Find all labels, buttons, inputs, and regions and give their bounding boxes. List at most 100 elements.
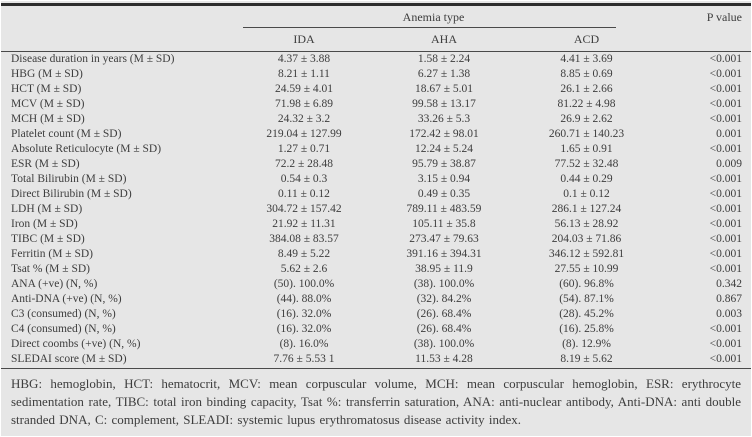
table-row: C3 (consumed) (N, %) (16). 32.0% (26). 68.… — [1, 307, 751, 322]
acd-value: 56.13 ± 28.92 — [554, 218, 619, 230]
aha-value: 11.53 ± 4.28 — [415, 353, 473, 365]
p-value: <0.001 — [709, 68, 742, 80]
aha-value: 33.26 ± 5.3 — [417, 113, 471, 125]
table-row: HCT (M ± SD) 24.59 ± 4.01 18.67 ± 5.01 26.1… — [1, 82, 751, 97]
acd-value: (54). 87.1% — [559, 293, 614, 305]
ida-value: 219.04 ± 127.99 — [266, 128, 342, 140]
aha-value: 172.42 ± 98.01 — [409, 128, 479, 140]
ida-value: 384.08 ± 83.57 — [269, 233, 339, 245]
row-label: HBG (M ± SD) — [11, 68, 83, 80]
acd-value: 27.55 ± 10.99 — [554, 263, 619, 275]
table-row: Absolute Reticulocyte (M ± SD) 1.27 ± 0.7… — [1, 142, 751, 157]
table-row: Tsat % (M ± SD) 5.62 ± 2.6 38.95 ± 11.9 27.… — [1, 262, 751, 277]
acd-value: (8). 12.9% — [562, 338, 611, 350]
row-label: Direct Bilirubin (M ± SD) — [11, 188, 132, 200]
aha-value: 38.95 ± 11.9 — [415, 263, 473, 275]
aha-value: (38). 100.0% — [413, 338, 475, 350]
subgroup-header-row: IDA AHA ACD — [1, 28, 751, 52]
acd-value: 4.41 ± 3.69 — [560, 53, 613, 65]
row-label: Iron (M ± SD) — [11, 218, 78, 230]
table-row: C4 (consumed) (N, %) (16). 32.0% (26). 68.… — [1, 322, 751, 337]
table-row: Direct coombs (+ve) (N, %) (8). 16.0% (38)… — [1, 337, 751, 352]
p-value: <0.001 — [709, 338, 742, 350]
row-label: HCT (M ± SD) — [11, 83, 82, 95]
p-value: <0.001 — [709, 218, 742, 230]
ida-value: 4.37 ± 3.88 — [277, 53, 331, 65]
row-label: ANA (+ve) (N, %) — [11, 278, 98, 290]
aha-value: 0.49 ± 0.35 — [417, 188, 471, 200]
row-label: C3 (consumed) (N, %) — [11, 308, 116, 320]
ida-value: (50). 100.0% — [273, 278, 335, 290]
top-rule — [1, 3, 751, 6]
ida-value: 0.54 ± 0.3 — [280, 173, 328, 185]
ida-value: 7.76 ± 5.53 1 — [273, 353, 335, 365]
p-value: <0.001 — [709, 98, 742, 110]
table-row: HBG (M ± SD) 8.21 ± 1.11 6.27 ± 1.38 8.85 ±… — [1, 67, 751, 82]
row-label: Ferritin (M ± SD) — [11, 248, 94, 260]
row-label: SLEDAI score (M ± SD) — [11, 353, 127, 365]
anemia-type-group-header: Anemia type — [239, 6, 654, 28]
row-label: Direct coombs (+ve) (N, %) — [11, 338, 141, 350]
row-label: Tsat % (M ± SD) — [11, 263, 90, 275]
row-label: TIBC (M ± SD) — [11, 233, 85, 245]
acd-value: 0.1 ± 0.12 — [563, 188, 610, 200]
ida-value: 0.11 ± 0.12 — [278, 188, 330, 200]
aha-value: 95.79 ± 38.87 — [412, 158, 476, 170]
table-row: ANA (+ve) (N, %) (50). 100.0% (38). 100.0%… — [1, 277, 751, 292]
acd-value: (28). 45.2% — [559, 308, 614, 320]
ida-value: 72.2 ± 28.48 — [274, 158, 334, 170]
ida-value: 24.59 ± 4.01 — [274, 83, 334, 95]
acd-value: (60). 96.8% — [559, 278, 614, 290]
row-label: Anti-DNA (+ve) (N, %) — [11, 293, 122, 305]
table-row: MCH (M ± SD) 24.32 ± 3.2 33.26 ± 5.3 26.9 ±… — [1, 112, 751, 127]
aha-value: 18.67 ± 5.01 — [414, 83, 474, 95]
ida-value: 8.49 ± 5.22 — [277, 248, 331, 260]
aha-value: 12.24 ± 5.24 — [414, 143, 474, 155]
table-body: Disease duration in years (M ± SD) 4.37 ±… — [1, 52, 751, 368]
column-header-aha: AHA — [369, 28, 519, 52]
acd-value: 260.71 ± 140.23 — [548, 128, 625, 140]
aha-value: 105.11 ± 35.8 — [412, 218, 476, 230]
table-row: LDH (M ± SD) 304.72 ± 157.42 789.11 ± 483.… — [1, 202, 751, 217]
aha-value: (26). 68.4% — [416, 323, 472, 335]
table-footnote: HBG: hemoglobin, HCT: hematocrit, MCV: m… — [1, 368, 751, 436]
row-label: MCV (M ± SD) — [11, 98, 85, 110]
table-row: MCV (M ± SD) 71.98 ± 6.89 99.58 ± 13.17 81.… — [1, 97, 751, 112]
acd-value: 204.03 ± 71.86 — [551, 233, 622, 245]
table-row: Ferritin (M ± SD) 8.49 ± 5.22 391.16 ± 394… — [1, 247, 751, 262]
ida-value: 5.62 ± 2.6 — [280, 263, 328, 275]
aha-value: (26). 68.4% — [416, 308, 472, 320]
table-row: ESR (M ± SD) 72.2 ± 28.48 95.79 ± 38.87 77.… — [1, 157, 751, 172]
row-label: C4 (consumed) (N, %) — [11, 323, 116, 335]
row-label: ESR (M ± SD) — [11, 158, 80, 170]
empty-header-cell — [1, 28, 239, 52]
acd-value: 0.44 ± 0.29 — [560, 173, 613, 185]
group-header-row: Anemia type P value — [1, 6, 751, 28]
acd-value: 77.52 ± 32.48 — [554, 158, 619, 170]
ida-value: 304.72 ± 157.42 — [266, 203, 342, 215]
acd-value: 8.19 ± 5.62 — [560, 353, 613, 365]
table-header: Anemia type P value IDA AHA ACD — [1, 6, 751, 52]
ida-value: (44). 88.0% — [276, 293, 332, 305]
row-label: Total Bilirubin (M ± SD) — [11, 173, 127, 185]
p-value: <0.001 — [709, 248, 742, 260]
p-value-header: P value — [706, 9, 742, 24]
acd-value: 26.9 ± 2.62 — [560, 113, 613, 125]
aha-value: 3.15 ± 0.94 — [417, 173, 471, 185]
row-label: Disease duration in years (M ± SD) — [11, 53, 175, 65]
row-label: Absolute Reticulocyte (M ± SD) — [11, 143, 162, 155]
ida-value: (8). 16.0% — [279, 338, 329, 350]
anemia-comparison-table: Anemia type P value IDA AHA ACD Disease … — [1, 6, 751, 367]
column-header-ida: IDA — [239, 28, 369, 52]
row-label: MCH (M ± SD) — [11, 113, 85, 125]
table-row: Direct Bilirubin (M ± SD) 0.11 ± 0.12 0.49… — [1, 187, 751, 202]
p-value: <0.001 — [709, 233, 742, 245]
acd-value: 346.12 ± 592.81 — [548, 248, 625, 260]
aha-value: 6.27 ± 1.38 — [417, 68, 471, 80]
aha-value: 273.47 ± 79.63 — [409, 233, 479, 245]
table-row: Platelet count (M ± SD) 219.04 ± 127.99 17… — [1, 127, 751, 142]
p-value: <0.001 — [709, 173, 742, 185]
column-header-acd: ACD — [519, 28, 654, 52]
empty-header-cell — [1, 6, 239, 28]
